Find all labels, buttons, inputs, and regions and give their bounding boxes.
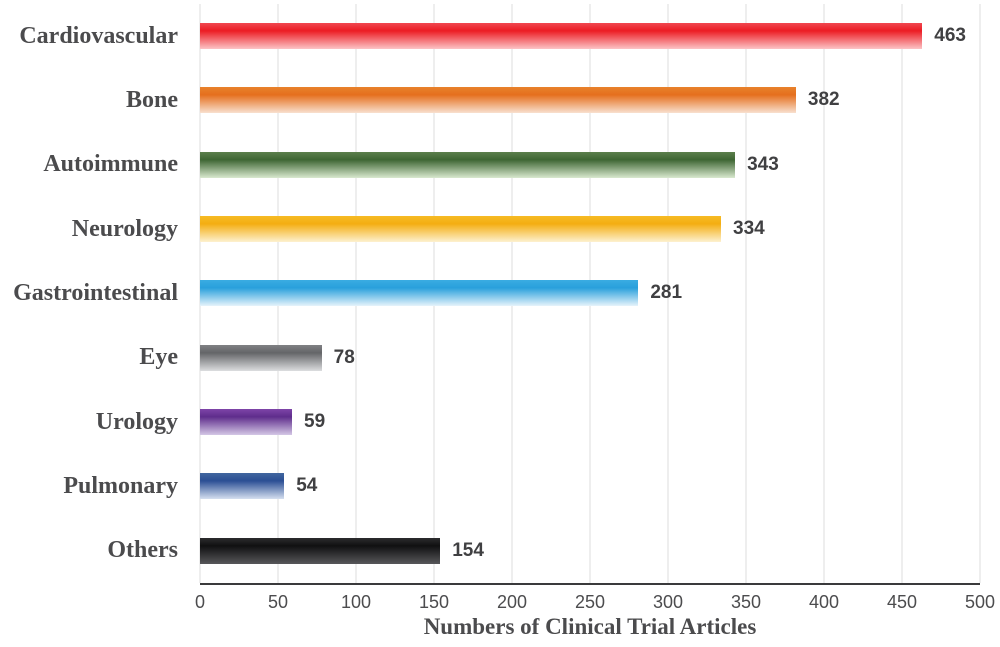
category-row: Autoimmune — [0, 133, 178, 197]
category-label-cardiovascular: Cardiovascular — [19, 22, 178, 49]
category-label-pulmonary: Pulmonary — [63, 472, 178, 499]
x-tick-label-100: 100 — [340, 592, 372, 612]
bar-row: 334 — [200, 197, 980, 261]
bar-autoimmune — [200, 151, 736, 178]
x-tick-label-400: 400 — [808, 592, 840, 612]
category-label-autoimmune: Autoimmune — [43, 151, 178, 178]
category-row: Urology — [0, 390, 178, 454]
x-tick-label-500: 500 — [964, 592, 996, 612]
gridline-x-400 — [823, 4, 825, 583]
x-tick-label-250: 250 — [574, 592, 606, 612]
value-label: 281 — [650, 282, 683, 304]
value-label: 343 — [747, 153, 779, 175]
value-label: 334 — [733, 218, 765, 240]
category-row: Neurology — [0, 197, 178, 261]
category-row: Eye — [0, 326, 178, 390]
bar-neurology — [200, 216, 722, 243]
x-tick-label-50: 50 — [267, 592, 289, 612]
bar-row: 382 — [200, 68, 980, 132]
bar-row: 281 — [200, 261, 980, 325]
x-tick-label-450: 450 — [886, 592, 918, 612]
category-row: Pulmonary — [0, 454, 178, 518]
gridline-x-300 — [667, 4, 669, 583]
value-label: 463 — [934, 25, 966, 47]
category-label-eye: Eye — [139, 344, 178, 371]
x-tick-label-150: 150 — [418, 592, 450, 612]
category-label-gastrointestinal: Gastrointestinal — [13, 279, 178, 306]
category-axis: Cardiovascular Bone Autoimmune Neurology Gas… — [0, 4, 178, 583]
category-label-neurology: Neurology — [71, 215, 178, 242]
category-row: Cardiovascular — [0, 4, 178, 68]
x-tick-label-350: 350 — [730, 592, 762, 612]
category-label-urology: Urology — [95, 408, 178, 435]
bar-row: 59 — [200, 390, 980, 454]
bar-eye — [200, 344, 322, 371]
bar-cardiovascular — [200, 23, 923, 50]
value-label: 154 — [452, 539, 484, 561]
gridline-x-500 — [979, 4, 981, 583]
bar-pulmonary — [200, 473, 285, 500]
category-row: Bone — [0, 68, 178, 132]
bar-urology — [200, 409, 293, 436]
gridline-x-450 — [901, 4, 903, 583]
x-tick-label-0: 0 — [194, 592, 206, 612]
bar-others — [200, 537, 441, 564]
bar-row: 78 — [200, 326, 980, 390]
x-axis-title: Numbers of Clinical Trial Articles — [423, 614, 757, 639]
category-row: Others — [0, 519, 178, 583]
bar-gastrointestinal — [200, 280, 639, 307]
bar-row: 154 — [200, 519, 980, 583]
x-axis-ticks: 0 50 100 150 200 250 300 350 400 450 500 — [195, 592, 995, 614]
plot-area: 463 382 343 334 281 78 59 54 154 — [199, 4, 981, 585]
value-label: 59 — [304, 411, 326, 433]
gridline-x-350 — [745, 4, 747, 583]
x-tick-label-200: 200 — [496, 592, 528, 612]
bar-row: 463 — [200, 4, 980, 68]
value-label: 78 — [333, 346, 355, 368]
value-label: 382 — [807, 89, 840, 111]
x-tick-label-300: 300 — [652, 592, 684, 612]
bar-row: 343 — [200, 133, 980, 197]
category-label-others: Others — [107, 537, 178, 564]
category-label-bone: Bone — [125, 86, 178, 113]
bar-row: 54 — [200, 454, 980, 518]
bar-bone — [200, 87, 796, 114]
category-row: Gastrointestinal — [0, 261, 178, 325]
value-label: 54 — [296, 475, 318, 497]
